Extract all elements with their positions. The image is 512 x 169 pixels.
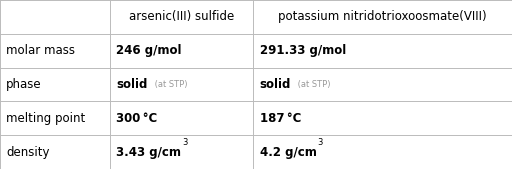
Text: 3: 3 — [317, 138, 323, 147]
Text: solid: solid — [260, 78, 291, 91]
Text: melting point: melting point — [6, 112, 86, 125]
Text: arsenic(III) sulfide: arsenic(III) sulfide — [129, 10, 234, 23]
Text: 3: 3 — [182, 138, 187, 147]
Text: 187 °C: 187 °C — [260, 112, 301, 125]
Text: molar mass: molar mass — [6, 44, 75, 57]
Text: (at STP): (at STP) — [295, 80, 331, 89]
Text: phase: phase — [6, 78, 42, 91]
Text: 246 g/mol: 246 g/mol — [116, 44, 182, 57]
Text: (at STP): (at STP) — [152, 80, 187, 89]
Text: solid: solid — [116, 78, 147, 91]
Text: 291.33 g/mol: 291.33 g/mol — [260, 44, 346, 57]
Text: 4.2 g/cm: 4.2 g/cm — [260, 146, 316, 159]
Text: 300 °C: 300 °C — [116, 112, 158, 125]
Text: density: density — [6, 146, 50, 159]
Text: 3.43 g/cm: 3.43 g/cm — [116, 146, 181, 159]
Text: potassium nitridotrioxoosmate(VIII): potassium nitridotrioxoosmate(VIII) — [279, 10, 487, 23]
